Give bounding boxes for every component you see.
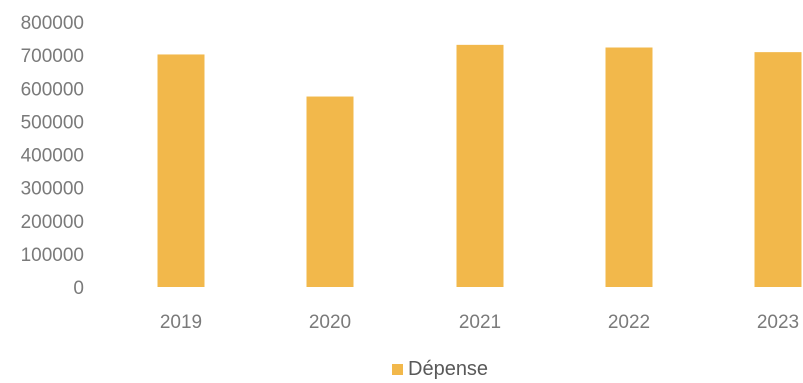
y-tick-label: 300000: [21, 179, 84, 200]
bar-2022: [605, 47, 653, 287]
legend: Dépense: [392, 358, 488, 380]
x-tick-label: 2022: [608, 312, 650, 333]
legend-label-depense: Dépense: [408, 358, 488, 380]
y-tick-label: 200000: [21, 212, 84, 233]
bar-series: [157, 44, 802, 288]
legend-swatch-depense: [392, 364, 403, 375]
x-tick-label: 2020: [309, 312, 351, 333]
y-tick-label: 100000: [21, 245, 84, 266]
bar-2021: [456, 44, 504, 288]
y-tick-label: 500000: [21, 112, 84, 133]
y-axis-tick-labels: 0 100000 200000 300000 400000 500000 600000 700…: [21, 13, 84, 299]
x-tick-label: 2023: [757, 312, 799, 333]
y-tick-label: 400000: [21, 146, 84, 167]
y-tick-label: 800000: [21, 13, 84, 34]
x-tick-label: 2021: [459, 312, 501, 333]
y-tick-label: 600000: [21, 79, 84, 100]
bar-2023: [754, 52, 802, 287]
bar-2020: [306, 96, 354, 287]
y-tick-label: 0: [73, 278, 84, 299]
y-tick-label: 700000: [21, 46, 84, 67]
x-tick-label: 2019: [160, 312, 202, 333]
x-axis-tick-labels: 2019 2020 2021 2022 2023: [160, 312, 799, 333]
bar-2019: [157, 54, 205, 288]
